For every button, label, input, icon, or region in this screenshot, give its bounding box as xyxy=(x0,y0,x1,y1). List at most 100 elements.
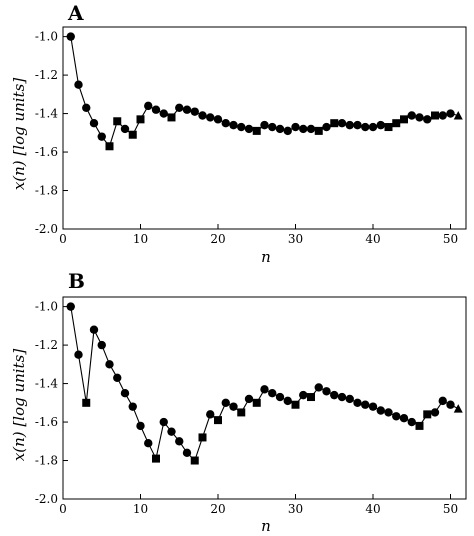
panel-a-ytick-label: -2.0 xyxy=(35,222,58,236)
panel-a-xtick-label: 40 xyxy=(365,232,380,246)
panel-a-point-circle xyxy=(306,124,316,134)
panel-a-point-circle xyxy=(74,80,83,89)
panel-b-point-square xyxy=(198,433,207,442)
panel-b-point-circle xyxy=(120,388,130,398)
panel-b-point-circle xyxy=(206,410,215,419)
panel-b-point-circle xyxy=(345,394,354,404)
panel-a-point-circle xyxy=(97,132,106,141)
panel-b-point-circle xyxy=(182,448,192,458)
panel-b-point-circle xyxy=(407,417,416,427)
panel-b-point-square xyxy=(237,408,246,417)
panel-b-plot: 0 10 20 30 40 50 -1.0 -1.2 -1.4 -1.6 -1.8 -2.0 xyxy=(35,296,467,516)
panel-b-point-circle xyxy=(167,427,176,436)
panel-b-point-circle xyxy=(399,414,409,423)
panel-a-point-circle xyxy=(89,118,99,128)
panel-a-point-circle xyxy=(82,103,91,113)
panel-a-point-circle xyxy=(337,118,347,128)
panel-b-point-square xyxy=(152,454,160,463)
panel-a-point-circle xyxy=(291,122,300,132)
panel-b-point-circle xyxy=(113,373,122,382)
panel-b-ytick-label: -1.6 xyxy=(35,415,58,429)
panel-b-xtick-label: 0 xyxy=(59,502,67,516)
panel-b-point-square xyxy=(252,398,261,407)
panel-a-point-circle xyxy=(120,124,130,134)
panel-b-point-circle xyxy=(361,400,370,409)
panel-b-point-circle xyxy=(275,392,285,402)
panel-a-point-circle xyxy=(407,111,416,120)
panel-b-xtick-label: 10 xyxy=(133,502,148,516)
panel-a-point-triangle xyxy=(453,110,463,120)
panel-b-point-circle xyxy=(430,408,440,417)
panel-a-point-circle xyxy=(206,113,215,122)
panel-b-label: B xyxy=(68,269,85,293)
panel-a-point-circle xyxy=(275,124,285,134)
panel-a-point-circle xyxy=(353,120,362,130)
panel-a-point-square xyxy=(167,113,176,122)
panel-b-series-line xyxy=(70,306,459,462)
panel-a-point-square xyxy=(384,123,393,132)
panel-a-point-circle xyxy=(190,107,199,116)
panel-b-point-circle xyxy=(136,421,145,431)
panel-a-point-circle xyxy=(66,32,75,41)
panel-a-point-circle xyxy=(423,115,432,124)
panel-b-xtick-label: 50 xyxy=(443,502,458,516)
panel-a-point-circle xyxy=(446,109,455,118)
panel-a-point-square xyxy=(252,126,261,135)
panel-b-point-circle xyxy=(229,402,238,411)
panel-a-point-circle xyxy=(182,105,192,114)
panel-b-point-circle xyxy=(260,385,269,394)
panel-b-point-circle xyxy=(446,400,455,409)
panel-a-point-circle xyxy=(268,122,277,132)
panel-a-point-circle xyxy=(175,103,184,113)
panel-b-point-square xyxy=(415,421,424,430)
panel-a-xlabel: n xyxy=(261,248,271,266)
panel-a-point-circle xyxy=(438,111,447,120)
panel-a-xtick-label: 0 xyxy=(59,232,67,246)
panel-b-point-circle xyxy=(384,408,393,417)
panel-a-ylabel: x(n) [log units] xyxy=(10,78,28,190)
panel-b-point-square xyxy=(291,400,300,409)
panel-b-xlabel: n xyxy=(261,517,271,535)
panel-b-point-square xyxy=(423,410,432,419)
panel-b-ytick-label: -2.0 xyxy=(35,492,58,506)
panel-a-xtick-label: 10 xyxy=(133,232,148,246)
panel-a-point-square xyxy=(431,111,439,120)
panel-b: B x(n) [log units] n 0 10 20 30 40 50 -1.0 -1.2… xyxy=(10,269,467,535)
panel-b-ytick-label: -1.8 xyxy=(35,454,58,468)
panel-b-point-circle xyxy=(221,398,230,408)
panel-a-point-circle xyxy=(361,122,370,132)
panel-a-point-square xyxy=(113,117,122,126)
panel-b-point-circle xyxy=(392,412,401,421)
panel-a-point-circle xyxy=(237,122,246,132)
panel-b-point-circle xyxy=(105,360,114,369)
panel-a-point-square xyxy=(392,119,401,128)
panel-b-xtick-label: 40 xyxy=(365,502,380,516)
panel-a-ytick-label: -1.8 xyxy=(35,184,58,198)
panel-a-point-square xyxy=(105,142,114,151)
panel-a-plot: 0 10 20 30 40 50 -1.0 -1.2 -1.4 -1.6 -1.8 -2.0 xyxy=(35,26,467,246)
panel-a-point-circle xyxy=(144,101,153,111)
panel-a-point-circle xyxy=(213,115,223,124)
panel-b-xtick-label: 30 xyxy=(288,502,303,516)
panel-b-point-circle xyxy=(330,390,339,400)
panel-b-point-circle xyxy=(337,392,347,402)
panel-b-point-circle xyxy=(368,402,378,411)
panel-a-point-circle xyxy=(283,126,292,136)
panel-a-point-circle xyxy=(415,113,424,122)
panel-b-point-circle xyxy=(66,302,75,311)
panel-a-xtick-label: 30 xyxy=(288,232,303,246)
panel-a-point-square xyxy=(136,115,145,124)
panel-b-ylabel: x(n) [log units] xyxy=(10,349,28,461)
panel-a-label: A xyxy=(67,1,84,25)
panel-b-ytick-label: -1.2 xyxy=(35,338,58,352)
panel-a-point-circle xyxy=(376,120,385,130)
panel-a-ytick-label: -1.6 xyxy=(35,145,58,159)
panel-b-point-circle xyxy=(322,387,331,396)
panel-b-ytick-label: -1.4 xyxy=(35,377,59,391)
panel-b-point-circle xyxy=(283,396,292,406)
panel-b-point-circle xyxy=(438,396,447,406)
panel-a-point-circle xyxy=(345,120,354,130)
panel-b-point-square xyxy=(307,393,315,402)
panel-a-point-circle xyxy=(368,122,378,132)
panel-b-frame xyxy=(62,296,467,500)
